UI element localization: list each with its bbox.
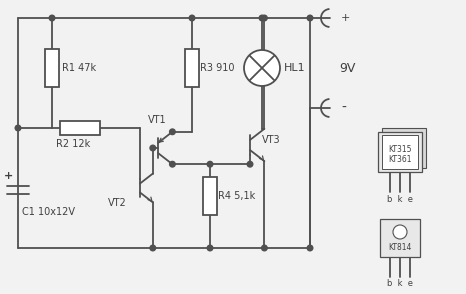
Bar <box>60 121 100 135</box>
Circle shape <box>393 225 407 239</box>
Bar <box>45 49 59 87</box>
Circle shape <box>261 245 267 251</box>
Bar <box>382 135 418 169</box>
Text: R2 12k: R2 12k <box>56 139 90 149</box>
Text: b  k  e: b k e <box>387 280 413 288</box>
Circle shape <box>307 15 313 21</box>
Circle shape <box>150 245 156 251</box>
Circle shape <box>150 145 156 151</box>
Circle shape <box>207 161 213 167</box>
Circle shape <box>170 161 175 167</box>
Text: b  k  e: b k e <box>387 195 413 203</box>
Text: KT814: KT814 <box>388 243 411 253</box>
Circle shape <box>170 129 175 135</box>
Bar <box>203 177 217 215</box>
Text: HL1: HL1 <box>284 63 306 73</box>
Text: -: - <box>341 101 346 115</box>
Text: VT1: VT1 <box>148 115 167 125</box>
Text: KT361: KT361 <box>388 155 412 163</box>
Bar <box>380 219 420 257</box>
Bar <box>185 49 199 87</box>
Bar <box>378 132 422 172</box>
Circle shape <box>247 161 253 167</box>
Text: R4 5,1k: R4 5,1k <box>218 191 255 201</box>
Circle shape <box>15 125 21 131</box>
Circle shape <box>49 15 55 21</box>
Text: VT2: VT2 <box>108 198 127 208</box>
Circle shape <box>261 15 267 21</box>
Circle shape <box>307 245 313 251</box>
Text: R3 910: R3 910 <box>200 63 234 73</box>
Text: R1 47k: R1 47k <box>62 63 96 73</box>
Circle shape <box>189 15 195 21</box>
Text: +: + <box>341 13 350 23</box>
Circle shape <box>259 15 265 21</box>
Text: KT315: KT315 <box>388 144 412 153</box>
Circle shape <box>244 50 280 86</box>
Bar <box>382 128 426 168</box>
Circle shape <box>207 245 213 251</box>
Text: C1 10x12V: C1 10x12V <box>22 207 75 217</box>
Text: VT3: VT3 <box>262 135 281 145</box>
Text: 9V: 9V <box>339 61 356 74</box>
Text: +: + <box>4 171 13 181</box>
